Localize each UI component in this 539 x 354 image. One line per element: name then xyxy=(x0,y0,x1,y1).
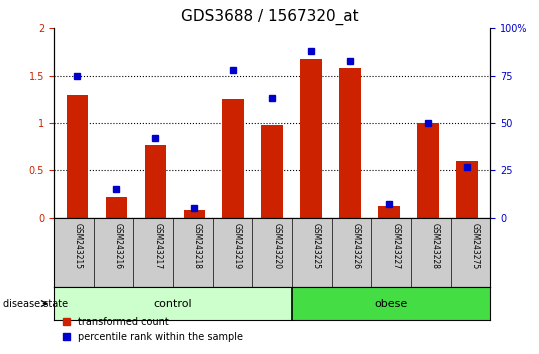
Legend: transformed count, percentile rank within the sample: transformed count, percentile rank withi… xyxy=(59,313,247,346)
Bar xyxy=(261,125,283,218)
Bar xyxy=(144,145,166,218)
Bar xyxy=(457,161,478,218)
Text: disease state: disease state xyxy=(3,298,68,309)
Text: GDS3688 / 1567320_at: GDS3688 / 1567320_at xyxy=(181,9,358,25)
Text: GSM243227: GSM243227 xyxy=(391,223,400,269)
Bar xyxy=(340,68,361,218)
Bar xyxy=(417,123,439,218)
Bar xyxy=(67,95,88,218)
Bar xyxy=(223,99,244,218)
Text: GSM243217: GSM243217 xyxy=(153,223,162,269)
Bar xyxy=(106,197,127,218)
Text: obese: obese xyxy=(375,298,408,309)
Text: GSM243218: GSM243218 xyxy=(193,223,202,269)
Text: GSM243226: GSM243226 xyxy=(351,223,361,269)
Bar xyxy=(292,287,490,320)
Text: control: control xyxy=(154,298,192,309)
Text: GSM243216: GSM243216 xyxy=(113,223,122,269)
Text: GSM243228: GSM243228 xyxy=(431,223,440,269)
Text: GSM243275: GSM243275 xyxy=(471,223,480,269)
Text: GSM243225: GSM243225 xyxy=(312,223,321,269)
Bar xyxy=(54,287,292,320)
Bar xyxy=(300,59,322,218)
Bar xyxy=(183,210,205,218)
Text: GSM243219: GSM243219 xyxy=(232,223,241,269)
Text: GSM243220: GSM243220 xyxy=(272,223,281,269)
Bar xyxy=(378,206,400,218)
Text: GSM243215: GSM243215 xyxy=(74,223,83,269)
